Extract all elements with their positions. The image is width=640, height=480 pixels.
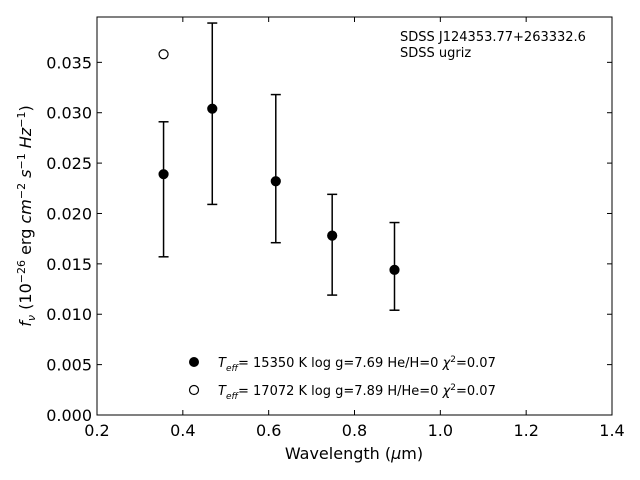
data-point-filled (327, 230, 338, 241)
y-tick-label: 0.015 (46, 255, 92, 274)
y-tick-label: 0.010 (46, 305, 92, 324)
ticks-layer: 0.2 0.4 0.6 0.8 1.0 1.2 1.4 0.000 0.005 0.010 0.01… (46, 17, 625, 440)
y-tick-label: 0.030 (46, 104, 92, 123)
legend: Teff= 15350 K log g=7.69 He/H=0 χ2=0.07 … (188, 355, 496, 402)
x-tick-label: 1.2 (513, 421, 538, 440)
data-point-filled (389, 264, 400, 276)
y-tick-label: 0.020 (46, 204, 92, 223)
x-tick-label: 0.2 (84, 421, 109, 440)
data-layer (158, 22, 400, 311)
x-tick-label: 1.4 (599, 421, 624, 440)
x-tick-label: 0.4 (170, 421, 195, 440)
data-point-filled (270, 176, 281, 187)
data-point-filled (158, 169, 169, 180)
annotation-filters: SDSS ugriz (400, 46, 471, 61)
legend-marker-filled (189, 357, 199, 367)
x-tick-label: 0.8 (342, 421, 367, 440)
y-axis-label: fν (10−26 erg cm−2 s−1 Hz−1) (15, 105, 38, 326)
annotation-object-name: SDSS J124353.77+263332.6 (400, 30, 586, 45)
data-point-open (158, 49, 169, 60)
x-axis-label: Wavelength (μm) (285, 444, 423, 463)
x-tick-label: 0.6 (256, 421, 281, 440)
y-tick-label: 0.000 (46, 406, 92, 425)
legend-entry-2: Teff= 17072 K log g=7.89 H/He=0 χ2=0.07 (218, 383, 496, 402)
plot-frame (96, 16, 613, 416)
y-tick-label: 0.025 (46, 154, 92, 173)
x-tick-label: 1.0 (428, 421, 453, 440)
y-tick-label: 0.035 (46, 53, 92, 72)
data-point-filled (207, 103, 218, 114)
legend-entry-1: Teff= 15350 K log g=7.69 He/H=0 χ2=0.07 (218, 355, 496, 374)
y-tick-label: 0.005 (46, 356, 92, 375)
legend-marker-open (188, 384, 200, 396)
